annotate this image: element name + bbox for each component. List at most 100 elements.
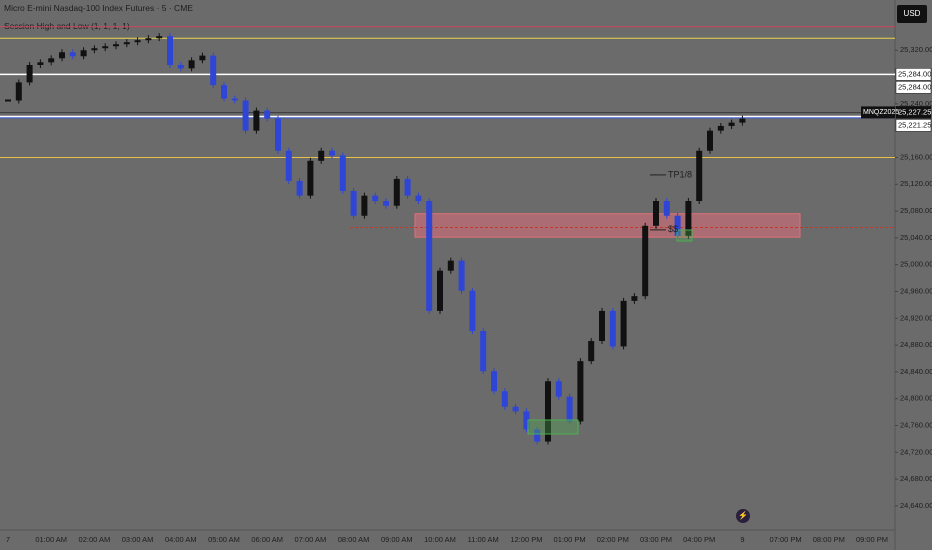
candle — [69, 52, 76, 57]
candle — [383, 201, 389, 206]
price-label-box — [895, 68, 932, 81]
header: Micro E-mini Nasdaq-100 Index Futures · … — [4, 3, 193, 31]
candle — [609, 310, 616, 347]
x-tick-label: 07:00 PM — [770, 535, 802, 544]
x-tick-label: 01:00 PM — [554, 535, 586, 544]
price-label-box — [895, 106, 932, 119]
candle — [318, 150, 325, 161]
chart-title: Micro E-mini Nasdaq-100 Index Futures · … — [4, 3, 193, 13]
currency-button[interactable] — [897, 5, 927, 23]
event-icon[interactable] — [736, 509, 750, 523]
y-tick-label: 24,800.00 — [900, 394, 932, 403]
x-tick-label: 02:00 PM — [597, 535, 629, 544]
y-tick-label: 24,640.00 — [900, 501, 932, 510]
candle — [404, 178, 411, 196]
price-label-box — [895, 119, 932, 132]
x-tick-label: 07:00 AM — [295, 535, 327, 544]
candle — [642, 225, 649, 297]
candle — [685, 201, 692, 236]
candle — [210, 55, 217, 86]
y-tick-label: 25,080.00 — [900, 206, 932, 215]
supply-zone — [414, 213, 801, 238]
candle — [37, 62, 44, 65]
candle — [480, 330, 487, 372]
y-tick-label: 24,960.00 — [900, 286, 932, 295]
candle — [188, 60, 195, 69]
candle — [221, 85, 227, 99]
candle — [620, 300, 627, 347]
y-tick-label: 25,120.00 — [900, 179, 932, 188]
candle — [113, 44, 119, 47]
candle — [123, 42, 130, 45]
candle — [285, 150, 292, 181]
x-tick-label: 03:00 AM — [122, 535, 154, 544]
price-label: 25,227.25 — [898, 107, 931, 116]
x-tick-label: 08:00 AM — [338, 535, 370, 544]
demand-box — [676, 229, 693, 242]
y-tick-label: 25,000.00 — [900, 260, 932, 269]
candle — [588, 341, 595, 362]
y-tick-label: 25,040.00 — [900, 233, 932, 242]
candle — [199, 55, 206, 61]
y-tick-label: 24,760.00 — [900, 420, 932, 429]
candle — [5, 99, 11, 102]
candle — [707, 130, 713, 151]
x-tick-label: 03:00 PM — [640, 535, 672, 544]
candle — [393, 178, 400, 206]
x-tick-label: 09:00 AM — [381, 535, 413, 544]
candle — [80, 50, 87, 57]
x-tick-label: 04:00 AM — [165, 535, 197, 544]
candle — [156, 36, 163, 39]
price-label: 25,284.00 — [898, 82, 931, 91]
candle — [555, 381, 562, 397]
candle — [663, 201, 670, 216]
price-label: 25,221.25 — [898, 120, 931, 129]
annotation: $$ — [668, 224, 678, 234]
y-tick-label: 24,680.00 — [900, 474, 932, 483]
x-tick-label: 02:00 AM — [79, 535, 111, 544]
candle — [177, 64, 184, 69]
candle — [91, 48, 98, 51]
y-tick-label: 25,160.00 — [900, 152, 932, 161]
currency-button-label[interactable]: USD — [904, 9, 921, 18]
candle — [728, 122, 735, 126]
candle — [350, 190, 357, 216]
candle — [512, 406, 519, 412]
candle — [739, 118, 746, 123]
candle — [145, 38, 152, 41]
candle — [458, 260, 465, 291]
y-tick-label: 24,720.00 — [900, 447, 932, 456]
x-tick-label: 7 — [6, 535, 10, 544]
x-tick-label: 9 — [740, 535, 744, 544]
candle — [296, 180, 303, 196]
candle — [437, 270, 443, 311]
x-tick-label: 04:00 PM — [683, 535, 715, 544]
candle — [696, 150, 703, 202]
symbol-label: MNQZ2025 — [863, 109, 899, 116]
candle — [577, 361, 584, 422]
candle — [491, 371, 497, 392]
candle — [372, 195, 379, 202]
candle — [307, 160, 314, 196]
x-tick-label: 11:00 AM — [468, 535, 499, 544]
candle — [534, 429, 541, 442]
event-icon-glyph: ⚡ — [738, 510, 748, 520]
demand-box — [527, 419, 579, 435]
candle — [415, 195, 422, 202]
candle — [329, 150, 335, 156]
candle — [275, 118, 281, 151]
candle — [566, 396, 573, 422]
y-tick-label: 24,920.00 — [900, 313, 932, 322]
candle — [48, 58, 55, 63]
x-tick-label: 01:00 AM — [35, 535, 67, 544]
candle — [231, 98, 238, 101]
price-label: 25,284.00 — [898, 69, 931, 78]
x-tick-label: 05:00 AM — [208, 535, 240, 544]
candle — [59, 52, 65, 59]
candle — [15, 82, 22, 101]
candle — [361, 195, 368, 216]
candle — [339, 155, 346, 191]
y-tick-label: 24,840.00 — [900, 367, 932, 376]
candle — [253, 110, 260, 131]
